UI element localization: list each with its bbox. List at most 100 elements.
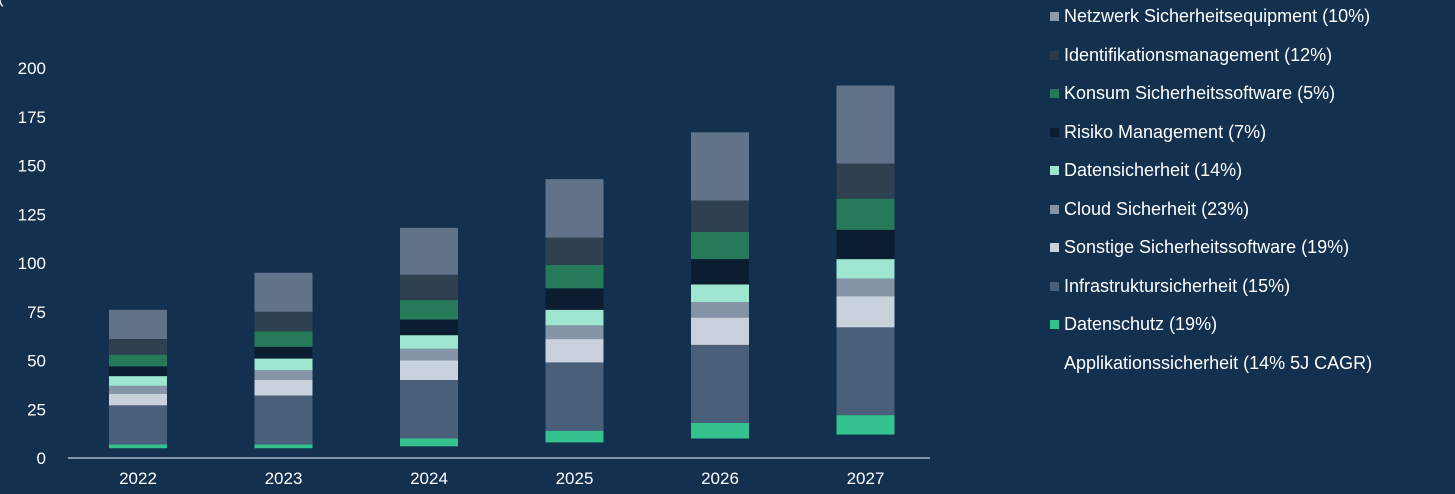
legend-label: Netzwerk Sicherheitsequipment (10%) <box>1064 6 1371 26</box>
legend-item: Risiko Management (7%) <box>1050 122 1266 143</box>
bar-segment <box>836 278 895 297</box>
bar-segment <box>400 348 458 361</box>
legend-label: Cloud Sicherheit (23%) <box>1064 198 1250 219</box>
bar-segment <box>545 325 604 340</box>
bar-segment <box>400 227 458 275</box>
axis-unit-label-partial: ( <box>0 0 4 8</box>
legend-swatch <box>1050 204 1059 214</box>
y-tick-label: 0 <box>37 449 46 468</box>
bar-segment <box>254 346 313 359</box>
legend-item: Cloud Sicherheit (23%) <box>1050 199 1249 220</box>
bar-segment <box>836 85 895 164</box>
y-tick-label: 175 <box>18 108 46 127</box>
legend-label: Sonstige Sicherheitssoftware (19%) <box>1064 237 1350 257</box>
bar-segment <box>836 296 895 328</box>
legend-label: Konsum Sicherheitssoftware (5%) <box>1064 83 1336 103</box>
bar-segment <box>109 339 167 355</box>
bar-segment <box>545 339 604 363</box>
bars-group <box>109 85 895 458</box>
y-tick-label: 75 <box>27 303 46 322</box>
legend-swatch <box>1050 359 1059 368</box>
bar-segment <box>109 405 167 445</box>
x-tick-label: 2023 <box>265 469 303 488</box>
bar-segment <box>836 198 895 230</box>
x-tick-label: 2025 <box>556 469 594 488</box>
bar-segment <box>836 163 895 199</box>
bar-segment <box>109 309 167 340</box>
y-tick-label: 200 <box>18 59 46 78</box>
bar-segment <box>254 331 313 347</box>
bar-segment <box>691 438 749 458</box>
bar-segment <box>254 444 313 449</box>
x-tick-label: 2027 <box>847 469 885 488</box>
x-tick-label: 2026 <box>701 469 739 488</box>
legend-item: Datenschutz (19%) <box>1050 314 1217 335</box>
legend-swatch <box>1050 166 1059 175</box>
y-tick-label: 100 <box>18 254 46 273</box>
legend-label: Datenschutz (19%) <box>1064 314 1218 334</box>
legend-item: Infrastruktursicherheit (15%) <box>1050 276 1290 297</box>
bar-segment <box>545 430 604 443</box>
bar-segment <box>254 395 313 445</box>
bar-segment <box>691 302 749 318</box>
x-tick-label: 2022 <box>119 469 157 488</box>
legend-item: Identifikationsmanagement (12%) <box>1050 45 1332 66</box>
bar-segment <box>691 231 749 260</box>
bar-segment <box>109 354 167 367</box>
bar-segment <box>400 274 458 301</box>
bar-segment <box>836 259 895 279</box>
bar-segment <box>545 309 604 326</box>
legend-item: Konsum Sicherheitssoftware (5%) <box>1050 83 1335 104</box>
bar-segment <box>109 376 167 386</box>
bar-segment <box>836 434 895 458</box>
bar-segment <box>400 300 458 320</box>
legend-swatch <box>1050 89 1059 98</box>
bar-segment <box>691 132 749 201</box>
bar-segment <box>254 311 313 332</box>
legend-label: Infrastruktursicherheit (15%) <box>1064 275 1291 296</box>
x-tick-labels: 2022 2023 2024 2025 2026 2027 <box>119 469 884 488</box>
bar-segment <box>254 370 313 380</box>
bar-segment <box>545 237 604 265</box>
bar-segment <box>400 319 458 336</box>
legend-swatch <box>1050 12 1059 21</box>
bar-segment <box>836 327 895 416</box>
legend-swatch <box>1050 50 1059 60</box>
bar-segment <box>545 288 604 310</box>
bar-segment <box>545 362 604 431</box>
legend-swatch <box>1050 320 1059 329</box>
legend-label: Risiko Management (7%) <box>1064 121 1267 142</box>
bar-segment <box>400 446 458 458</box>
legend-item: Sonstige Sicherheitssoftware (19%) <box>1050 237 1349 258</box>
bar-segment <box>254 358 313 371</box>
bar-segment <box>691 200 749 232</box>
legend-label: Applikationssicherheit (14% 5J CAGR) <box>1064 352 1373 373</box>
y-tick-label: 50 <box>27 352 46 371</box>
bar-segment <box>109 393 167 406</box>
legend-swatch <box>1050 127 1059 137</box>
legend-item: Applikationssicherheit (14% 5J CAGR) <box>1050 353 1372 374</box>
y-tick-label: 125 <box>18 205 46 224</box>
bar-segment <box>400 335 458 349</box>
bar-segment <box>400 438 458 447</box>
bar-segment <box>109 366 167 377</box>
legend-swatch <box>1050 281 1059 291</box>
bar-segment <box>836 415 895 435</box>
legend-item: Netzwerk Sicherheitsequipment (10%) <box>1050 6 1370 27</box>
bar-segment <box>691 284 749 302</box>
bar-segment <box>691 422 749 439</box>
bar-segment <box>109 444 167 449</box>
legend-label: Datensicherheit (14%) <box>1064 160 1243 180</box>
y-tick-label: 25 <box>27 400 46 419</box>
bar-segment <box>109 448 167 458</box>
bar-segment <box>400 360 458 380</box>
bar-segment <box>545 179 604 238</box>
bar-segment <box>254 272 313 312</box>
bar-segment <box>691 259 749 285</box>
bar-segment <box>545 264 604 289</box>
y-tick-labels: 0 25 50 75 100 125 150 175 200 <box>18 59 46 468</box>
legend-item: Datensicherheit (14%) <box>1050 160 1242 181</box>
bar-segment <box>691 344 749 423</box>
legend-label: Identifikationsmanagement (12%) <box>1064 44 1333 65</box>
